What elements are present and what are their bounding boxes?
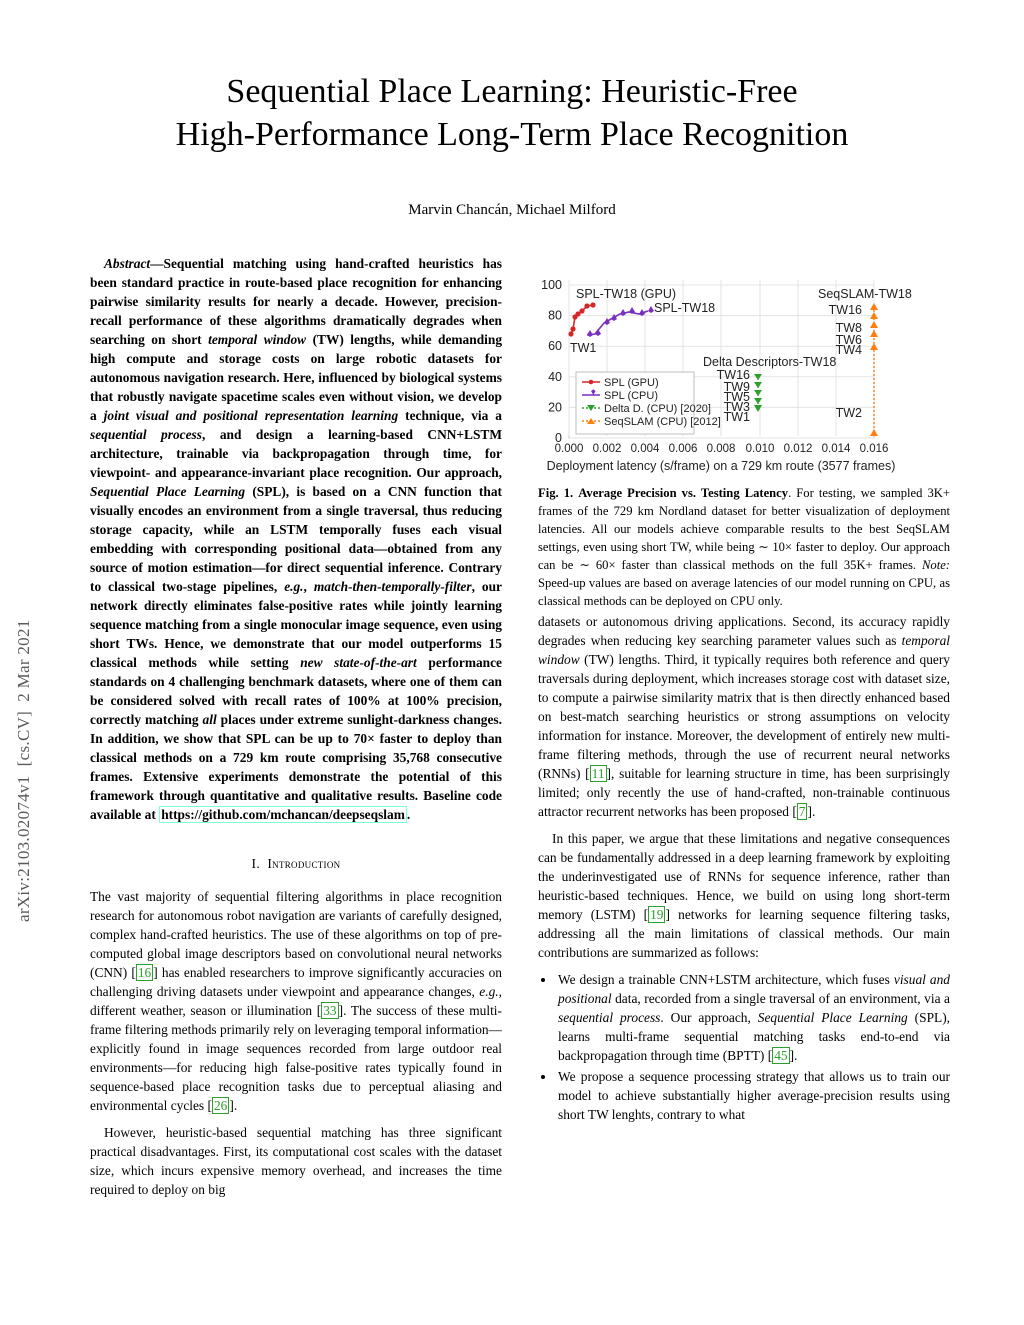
svg-text:0.012: 0.012 bbox=[784, 443, 813, 455]
svg-text:0.004: 0.004 bbox=[631, 443, 660, 455]
svg-text:0.016: 0.016 bbox=[860, 443, 889, 455]
svg-text:TW4: TW4 bbox=[836, 343, 862, 357]
svg-text:0.010: 0.010 bbox=[746, 443, 775, 455]
svg-text:100: 100 bbox=[541, 278, 562, 292]
svg-text:TW1: TW1 bbox=[570, 341, 596, 355]
svg-text:SPL-TW18 (GPU): SPL-TW18 (GPU) bbox=[576, 287, 676, 301]
svg-text:60: 60 bbox=[548, 339, 562, 353]
svg-text:SPL (CPU): SPL (CPU) bbox=[604, 390, 658, 402]
svg-text:SeqSLAM (CPU) [2012]: SeqSLAM (CPU) [2012] bbox=[604, 416, 721, 428]
svg-text:SPL (GPU): SPL (GPU) bbox=[604, 377, 659, 389]
svg-text:Deployment latency (s/frame) o: Deployment latency (s/frame) on a 729 km… bbox=[547, 459, 896, 473]
svg-text:0.000: 0.000 bbox=[555, 443, 584, 455]
svg-text:20: 20 bbox=[548, 400, 562, 414]
svg-text:40: 40 bbox=[548, 370, 562, 384]
svg-text:Delta D. (CPU) [2020]: Delta D. (CPU) [2020] bbox=[604, 403, 711, 415]
svg-text:0.002: 0.002 bbox=[593, 443, 622, 455]
svg-text:TW2: TW2 bbox=[836, 406, 862, 420]
svg-text:0.008: 0.008 bbox=[707, 443, 736, 455]
svg-text:0.006: 0.006 bbox=[669, 443, 698, 455]
svg-text:SeqSLAM-TW18: SeqSLAM-TW18 bbox=[818, 287, 912, 301]
svg-text:0.014: 0.014 bbox=[822, 443, 851, 455]
svg-text:80: 80 bbox=[548, 309, 562, 323]
svg-text:SPL-TW18: SPL-TW18 bbox=[654, 301, 715, 315]
svg-text:TW1: TW1 bbox=[724, 410, 750, 424]
svg-text:Delta Descriptors-TW18: Delta Descriptors-TW18 bbox=[703, 355, 836, 369]
svg-text:TW16: TW16 bbox=[829, 303, 862, 317]
